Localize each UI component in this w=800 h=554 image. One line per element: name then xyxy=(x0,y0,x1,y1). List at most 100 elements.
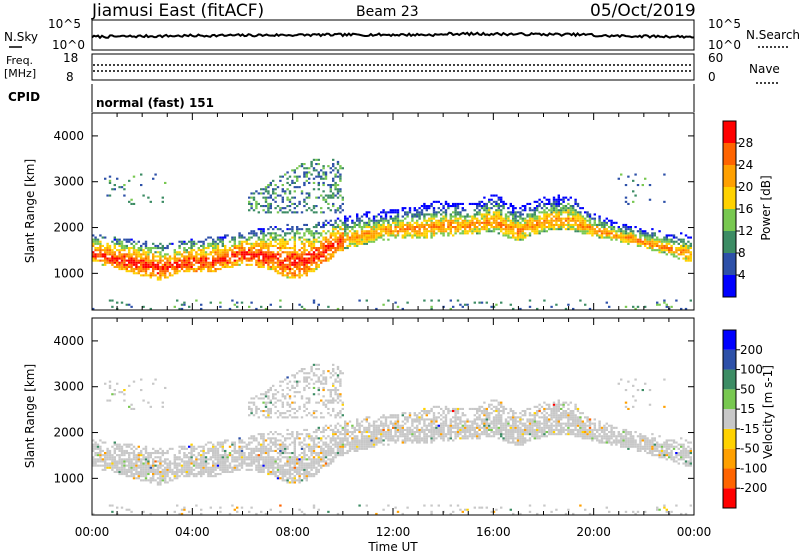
power-echo-cell xyxy=(288,265,292,268)
power-echo-cell xyxy=(231,299,234,302)
velocity-echo-cell xyxy=(120,449,124,452)
power-echo-cell xyxy=(406,215,409,218)
power-echo-cell xyxy=(358,221,361,224)
power-echo-cell xyxy=(209,265,212,268)
power-echo-cell xyxy=(329,190,332,193)
power-echo-cell xyxy=(152,242,155,245)
power-echo-cell xyxy=(579,211,582,214)
power-echo-cell xyxy=(204,265,208,268)
power-echo-cell xyxy=(161,265,164,268)
velocity-echo-cell xyxy=(231,449,234,452)
power-echo-cell xyxy=(521,228,524,231)
velocity-echo-cell xyxy=(214,473,217,476)
velocity-echo-cell xyxy=(250,468,253,471)
velocity-echo-cell xyxy=(344,452,347,455)
velocity-echo-cell xyxy=(317,458,320,461)
velocity-echo-cell xyxy=(262,393,265,396)
velocity-echo-cell xyxy=(128,468,131,471)
velocity-echo-cell xyxy=(334,389,337,392)
power-echo-cell xyxy=(128,263,131,266)
power-echo-cell xyxy=(586,223,589,226)
velocity-echo-cell xyxy=(236,464,239,467)
power-echo-cell xyxy=(293,257,296,260)
power-echo-cell xyxy=(120,255,124,258)
velocity-echo-cell xyxy=(276,410,280,413)
power-echo-cell xyxy=(267,205,270,208)
power-echo-cell xyxy=(581,228,584,231)
power-echo-cell xyxy=(240,255,244,258)
power-echo-cell xyxy=(444,215,448,218)
power-echo-cell xyxy=(442,207,445,210)
power-echo-cell xyxy=(396,209,400,212)
power-echo-cell xyxy=(284,207,287,210)
power-echo-cell xyxy=(250,244,253,247)
velocity-echo-cell xyxy=(310,464,313,467)
power-echo-cell xyxy=(605,232,608,235)
velocity-echo-cell xyxy=(202,473,205,476)
velocity-echo-cell xyxy=(262,456,265,459)
velocity-echo-cell xyxy=(310,414,313,417)
velocity-echo-cell xyxy=(320,412,323,415)
power-echo-cell xyxy=(116,242,119,245)
power-echo-cell xyxy=(540,221,544,224)
power-echo-cell xyxy=(521,238,524,241)
power-echo-cell xyxy=(454,213,457,216)
power-echo-cell xyxy=(584,217,587,220)
power-echo-cell xyxy=(248,238,251,241)
velocity-echo-cell xyxy=(339,399,342,402)
velocity-echo-cell xyxy=(188,458,191,461)
velocity-echo-cell xyxy=(144,445,148,448)
velocity-echo-cell xyxy=(336,397,340,400)
power-echo-cell xyxy=(552,215,556,218)
power-echo-cell xyxy=(656,249,659,252)
power-echo-cell xyxy=(281,175,284,178)
power-echo-cell xyxy=(154,244,157,247)
velocity-echo-cell xyxy=(192,464,196,467)
power-echo-cell xyxy=(408,207,412,210)
velocity-echo-cell xyxy=(180,512,184,515)
velocity-echo-cell xyxy=(291,441,294,444)
power-echo-cell xyxy=(161,196,164,199)
velocity-echo-cell xyxy=(315,468,318,471)
power-echo-cell xyxy=(310,257,313,260)
power-echo-cell xyxy=(672,251,676,254)
velocity-echo-cell xyxy=(96,443,100,446)
power-echo-cell xyxy=(293,259,296,262)
power-echo-cell xyxy=(312,232,316,235)
velocity-echo-cell xyxy=(312,372,316,375)
power-echo-cell xyxy=(684,307,688,310)
velocity-echo-cell xyxy=(104,454,107,457)
power-echo-cell xyxy=(394,219,397,222)
power-echo-cell xyxy=(130,255,133,258)
power-echo-cell xyxy=(305,230,308,233)
power-echo-cell xyxy=(128,179,131,182)
power-echo-cell xyxy=(339,236,342,239)
power-echo-cell xyxy=(308,196,311,199)
power-echo-cell xyxy=(329,167,332,170)
power-echo-cell xyxy=(372,228,376,231)
power-echo-cell xyxy=(524,209,527,212)
velocity-echo-cell xyxy=(324,452,328,455)
power-echo-cell xyxy=(96,253,100,256)
power-echo-cell xyxy=(279,272,282,275)
power-echo-cell xyxy=(485,219,488,222)
power-echo-cell xyxy=(106,251,109,254)
velocity-echo-cell xyxy=(161,460,164,463)
power-echo-cell xyxy=(471,221,474,224)
velocity-echo-cell xyxy=(113,470,116,473)
power-echo-cell xyxy=(310,249,313,252)
power-echo-cell xyxy=(262,244,265,247)
velocity-echo-cell xyxy=(255,407,258,410)
velocity-echo-cell xyxy=(310,452,313,455)
power-echo-cell xyxy=(404,217,407,220)
power-echo-cell xyxy=(159,270,162,273)
power-echo-cell xyxy=(250,230,253,233)
power-echo-cell xyxy=(118,268,121,271)
power-echo-cell xyxy=(236,261,239,264)
power-echo-cell xyxy=(286,171,289,174)
power-echo-cell xyxy=(274,270,277,273)
power-echo-cell xyxy=(526,234,529,237)
power-echo-cell xyxy=(296,179,299,182)
power-echo-cell xyxy=(406,232,409,235)
velocity-echo-cell xyxy=(197,470,200,473)
